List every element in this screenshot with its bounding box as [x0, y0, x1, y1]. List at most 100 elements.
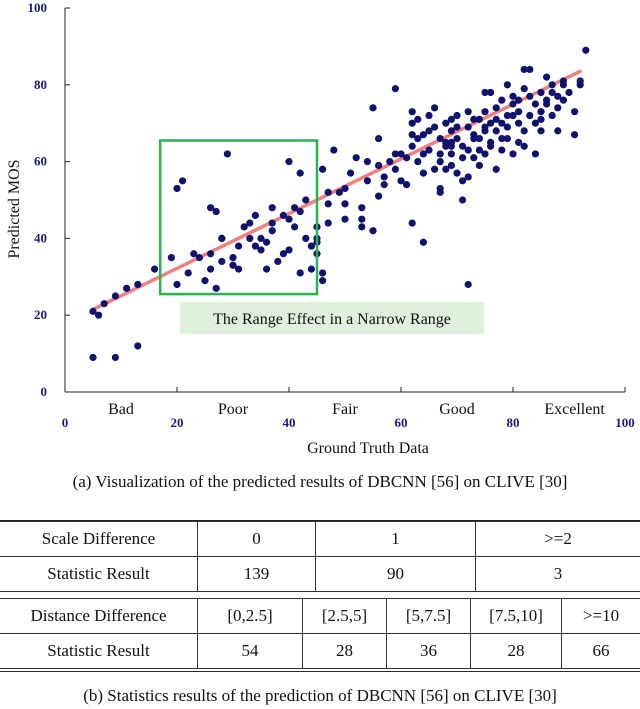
- data-point: [341, 184, 349, 193]
- data-point: [408, 119, 416, 127]
- data-point: [470, 154, 478, 162]
- data-point: [548, 81, 556, 89]
- table-cell: [0,2.5]: [197, 598, 303, 634]
- quality-label: Fair: [332, 401, 358, 418]
- data-point: [520, 142, 528, 150]
- data-point: [207, 204, 215, 212]
- data-point: [212, 207, 220, 216]
- data-point: [397, 177, 405, 185]
- data-point: [291, 223, 299, 231]
- data-point: [492, 115, 500, 123]
- data-point: [207, 265, 215, 273]
- table-cell: [5,7.5]: [386, 598, 471, 634]
- data-point: [436, 150, 444, 158]
- table-row: Distance Difference [0,2.5] [2.5,5] [5,7…: [0, 598, 640, 634]
- quality-label: Excellent: [544, 401, 605, 418]
- data-point: [492, 127, 500, 135]
- data-point: [419, 169, 427, 177]
- data-point: [481, 123, 489, 131]
- data-point: [470, 134, 478, 143]
- data-point: [134, 280, 142, 289]
- data-point: [447, 127, 455, 135]
- data-point: [554, 92, 562, 100]
- data-point: [503, 123, 511, 131]
- distance-difference-table: Distance Difference [0,2.5] [2.5,5] [5,7…: [0, 598, 640, 669]
- data-point: [414, 158, 422, 166]
- data-point: [296, 207, 304, 216]
- data-point: [403, 154, 411, 162]
- data-point: [380, 181, 388, 189]
- data-point: [397, 150, 405, 158]
- data-point: [459, 196, 467, 204]
- table-cell: 139: [197, 556, 316, 592]
- data-point: [419, 238, 427, 246]
- data-point: [307, 242, 315, 250]
- axis-labels: Ground Truth Data Predicted MOS: [6, 159, 429, 457]
- data-point: [358, 204, 366, 212]
- table-cell: Statistic Result: [0, 633, 198, 669]
- data-point: [481, 88, 489, 97]
- data-point: [447, 150, 455, 158]
- data-point: [246, 219, 254, 227]
- table-cell: 54: [197, 633, 303, 669]
- data-point: [391, 150, 399, 158]
- data-point: [503, 134, 511, 143]
- data-point: [341, 200, 349, 208]
- chart-ticks: 0 20 40 60 80 100 0 20 40 60 80 100 Bad Poor Fair Good E…: [28, 0, 635, 430]
- data-point: [515, 138, 523, 146]
- x-tick-label: 0: [62, 415, 69, 430]
- data-point: [475, 115, 483, 123]
- y-tick-label: 20: [34, 307, 47, 322]
- data-point: [235, 242, 243, 250]
- data-point: [453, 169, 461, 177]
- data-point: [100, 300, 108, 308]
- data-point: [151, 265, 159, 273]
- table-cell: 36: [386, 633, 471, 669]
- data-point: [414, 134, 422, 143]
- data-point: [481, 108, 489, 116]
- data-point: [240, 223, 248, 231]
- data-point: [515, 108, 523, 116]
- range-box-group: The Range Effect in a Narrow Range: [158, 139, 484, 334]
- data-point: [526, 111, 534, 120]
- data-point: [111, 292, 119, 300]
- data-point: [369, 104, 377, 112]
- data-point: [531, 100, 540, 108]
- data-point: [167, 254, 175, 262]
- data-point: [296, 169, 304, 177]
- data-point: [531, 119, 540, 127]
- data-point: [335, 188, 343, 196]
- data-point: [347, 169, 355, 177]
- data-point: [503, 111, 511, 120]
- x-tick-label: 60: [395, 415, 408, 430]
- data-point: [436, 158, 444, 166]
- data-point: [111, 353, 119, 362]
- data-point: [363, 158, 371, 166]
- annotation-background: [180, 302, 484, 334]
- data-point: [173, 184, 181, 193]
- data-point: [285, 246, 293, 254]
- table-cell: 0: [197, 521, 316, 557]
- data-point: [302, 196, 310, 204]
- y-tick-label: 80: [34, 77, 47, 92]
- data-point: [201, 277, 209, 285]
- table-cell: 28: [470, 633, 562, 669]
- data-point: [425, 127, 433, 135]
- data-point: [296, 269, 304, 277]
- data-point: [436, 188, 444, 196]
- table-cell: 1: [315, 521, 476, 557]
- data-point: [453, 134, 461, 143]
- table-row: Scale Difference 0 1 >=2: [0, 521, 640, 557]
- table-cell: >=10: [561, 598, 640, 634]
- data-point: [218, 257, 226, 266]
- data-point: [414, 115, 422, 123]
- x-tick-label: 80: [507, 415, 520, 430]
- data-point: [268, 219, 276, 227]
- data-point: [453, 111, 461, 120]
- data-point: [487, 119, 495, 127]
- data-point: [464, 146, 472, 154]
- data-point: [285, 215, 293, 223]
- data-point: [207, 250, 215, 258]
- data-point: [268, 227, 276, 235]
- data-point: [447, 161, 455, 170]
